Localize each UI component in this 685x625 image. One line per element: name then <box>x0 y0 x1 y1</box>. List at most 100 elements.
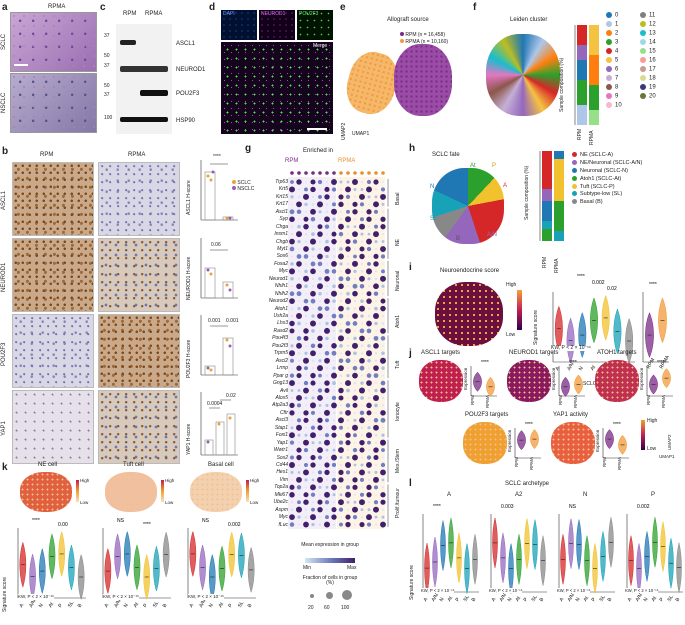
x-tick: A <box>188 602 195 608</box>
dot <box>352 514 358 520</box>
dot <box>366 186 372 193</box>
dot <box>380 193 386 200</box>
x-tick: RPM <box>646 395 651 405</box>
dot <box>338 477 344 483</box>
channel-dapi: DAPI <box>223 11 235 17</box>
stat-yap1-b: 0.02 <box>226 393 236 399</box>
x-tick: N <box>38 602 45 608</box>
dot <box>340 240 342 243</box>
dot <box>289 380 295 386</box>
gene-label: Neurod2 <box>268 298 288 305</box>
dot <box>331 432 337 438</box>
dot <box>318 485 322 489</box>
legend-label: 3 <box>615 39 619 46</box>
dot <box>360 352 364 355</box>
dot <box>289 216 295 223</box>
dot <box>340 434 342 436</box>
dot <box>360 232 364 236</box>
panel-l: A A A/N N At P SL B **** KW, P < 2 × 10⁻¹⁶ A2 A A/N N… <box>409 490 685 625</box>
gene-label: Foxi1 <box>275 432 288 439</box>
ihc-ascl1-rpma <box>98 162 180 236</box>
dot <box>296 424 302 431</box>
dot <box>332 381 336 385</box>
dot <box>354 441 356 444</box>
dot <box>296 201 302 208</box>
x-tick: A <box>423 596 430 602</box>
dot <box>331 507 337 513</box>
panel-b-row-neurod1: NEUROD1 <box>1 262 7 292</box>
dot <box>375 300 377 302</box>
dot <box>324 491 330 498</box>
dot <box>352 372 358 379</box>
dot <box>325 285 329 288</box>
x-tick: P <box>591 596 598 602</box>
legend-sclc: SCLC <box>237 180 251 186</box>
band-ascl1: ASCL1 <box>176 41 196 47</box>
dot <box>352 239 358 244</box>
dot <box>303 417 309 423</box>
legend-label: Neuronal (SCLC-N) <box>580 167 628 174</box>
gene-label: Myt1 <box>277 246 288 253</box>
umap-label-at: At <box>470 163 476 169</box>
legend-min: Min <box>303 565 312 571</box>
x-tick: RPMA <box>661 394 666 408</box>
leiden-legend-item: 15 <box>640 48 656 55</box>
x-tick: A <box>559 596 566 602</box>
colorbar-low: Low <box>165 500 174 505</box>
dot <box>366 209 372 215</box>
dot <box>324 224 330 229</box>
dot <box>332 493 336 497</box>
dot <box>353 500 357 504</box>
dot <box>359 521 365 528</box>
dot <box>310 320 316 327</box>
panel-k-violin: A A/N N At P SL B **** 0.00 <box>17 518 86 609</box>
legend-dot <box>572 167 577 173</box>
dot <box>325 336 329 341</box>
dot <box>354 471 356 474</box>
panel-a-title: RPMA <box>48 4 66 10</box>
fate-legend-item: Tuft (SCLC-P) <box>572 184 684 191</box>
dot <box>291 367 293 369</box>
dot <box>352 454 358 461</box>
gene-label: Neurod1 <box>268 275 288 282</box>
dot <box>311 441 315 445</box>
dot <box>332 523 336 526</box>
dot <box>346 209 350 214</box>
dot <box>318 194 322 199</box>
stat-yap1-a: 0.0004 <box>207 401 223 407</box>
dot <box>366 179 372 185</box>
panel-j-ylabel: Expression <box>463 367 468 390</box>
merge-image <box>221 42 333 134</box>
stat-label: NS <box>569 504 577 510</box>
dot <box>289 402 295 409</box>
stat-label: 0.003 <box>501 504 514 510</box>
legend-dot <box>640 30 646 36</box>
dot <box>345 276 351 282</box>
panel-l-title: SCLC archetype <box>505 481 550 487</box>
dot <box>373 373 379 379</box>
dot <box>331 261 337 267</box>
dot <box>345 440 351 446</box>
stat-label: NS <box>202 518 210 524</box>
dot <box>331 425 337 431</box>
dot <box>338 358 344 364</box>
stat-label: **** <box>32 518 40 524</box>
dot <box>339 292 343 295</box>
panel-l-ylabel: Signature score <box>409 564 415 600</box>
dot <box>304 396 308 400</box>
mw-marker: 50 <box>104 53 110 59</box>
dot <box>361 210 363 213</box>
x-tick: A/N <box>566 361 576 372</box>
x-tick: B <box>675 596 682 602</box>
dot <box>360 396 364 400</box>
kw-label: KW, P < 2 × 10⁻¹⁶ <box>421 588 455 593</box>
colorbar-low: Low <box>647 446 657 452</box>
dot <box>290 344 294 348</box>
dot <box>366 484 372 490</box>
dot <box>352 321 358 326</box>
dot <box>305 344 307 347</box>
dot <box>368 501 370 504</box>
dot <box>381 269 385 274</box>
legend-dot <box>572 199 577 205</box>
gene-label: Insm1 <box>274 231 288 238</box>
